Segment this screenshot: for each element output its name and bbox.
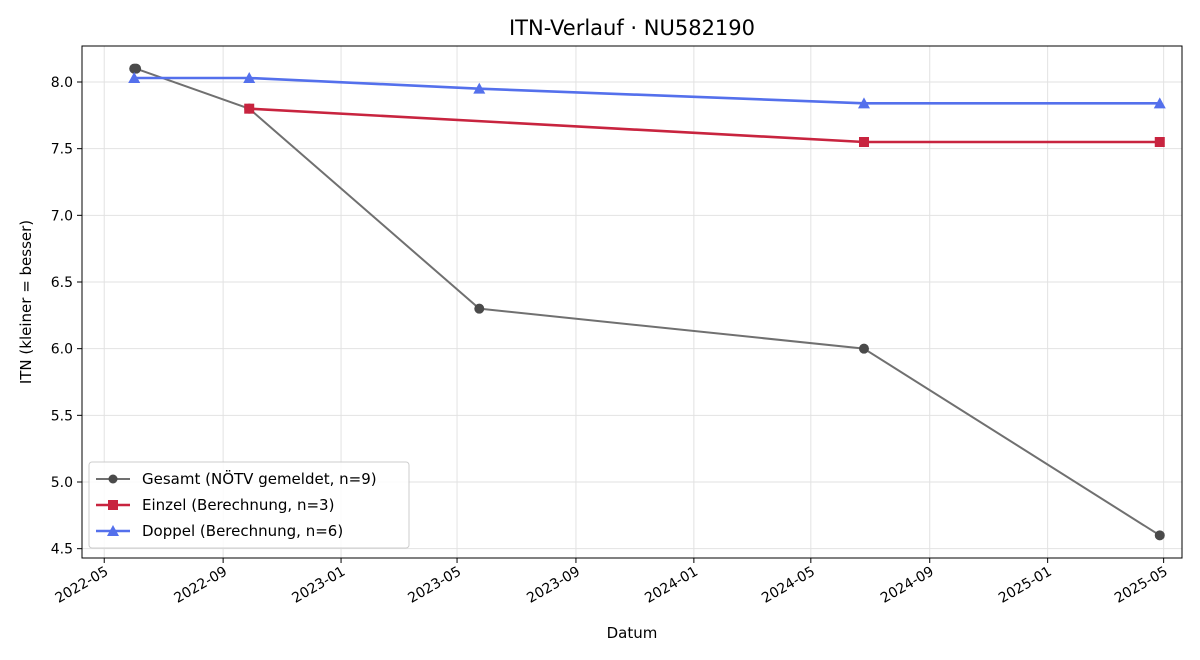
series-layer — [128, 63, 1166, 541]
data-point — [857, 97, 870, 109]
data-point — [473, 82, 486, 94]
y-tick-label: 8.0 — [51, 75, 73, 91]
data-point — [243, 72, 256, 83]
data-point — [1154, 530, 1165, 541]
data-point — [244, 103, 255, 114]
legend-box — [88, 461, 410, 549]
data-point — [858, 343, 869, 354]
legend-marker — [108, 500, 118, 510]
legend-marker — [108, 474, 118, 484]
series-line — [249, 107, 1160, 144]
legend-marker — [107, 525, 119, 536]
plot-frame — [81, 45, 1183, 559]
data-point — [128, 72, 141, 83]
y-axis: 4.5 5.0 5.5 6.0 6.5 7.0 7.5 8.0 — [51, 75, 82, 558]
x-tick-label: 2025-05 — [1112, 564, 1171, 607]
series-2 — [128, 72, 1166, 109]
data-point — [1153, 97, 1166, 109]
x-tick-label: 2023-09 — [524, 564, 583, 607]
data-point — [474, 303, 485, 314]
data-point — [131, 63, 142, 74]
x-tick-label: 2022-05 — [53, 564, 112, 607]
y-tick-label: 7.0 — [51, 208, 73, 224]
x-tick-label: 2025-01 — [996, 564, 1055, 607]
x-tick-label: 2022-09 — [171, 564, 230, 607]
y-tick-label: 4.5 — [51, 542, 73, 558]
y-tick-label: 5.0 — [51, 475, 73, 491]
x-tick-label: 2023-01 — [289, 564, 348, 607]
y-tick-label: 6.0 — [51, 342, 73, 358]
legend: Gesamt (NÖTV gemeldet, n=9) Einzel (Berec… — [88, 461, 410, 549]
legend-label: Gesamt (NÖTV gemeldet, n=9) — [142, 469, 377, 488]
series-1 — [244, 103, 1165, 147]
y-tick-label: 5.5 — [51, 408, 73, 424]
x-tick-label: 2023-05 — [405, 564, 464, 607]
legend-label: Einzel (Berechnung, n=3) — [142, 496, 334, 514]
data-point — [858, 137, 869, 147]
x-tick-label: 2024-05 — [759, 564, 818, 607]
chart-title: ITN-Verlauf · NU582190 — [509, 16, 755, 40]
x-axis-label: Datum — [607, 624, 658, 642]
y-axis-label: ITN (kleiner = besser) — [17, 220, 35, 384]
x-tick-label: 2024-09 — [878, 564, 937, 607]
x-axis: 2022-05 2022-09 2023-01 2023-05 2023-09 2024-… — [53, 558, 1171, 607]
y-tick-label: 7.5 — [51, 142, 73, 158]
y-tick-label: 6.5 — [51, 275, 73, 291]
legend-label: Doppel (Berechnung, n=6) — [142, 522, 343, 540]
data-point — [1154, 137, 1165, 147]
x-tick-label: 2024-01 — [642, 564, 701, 607]
